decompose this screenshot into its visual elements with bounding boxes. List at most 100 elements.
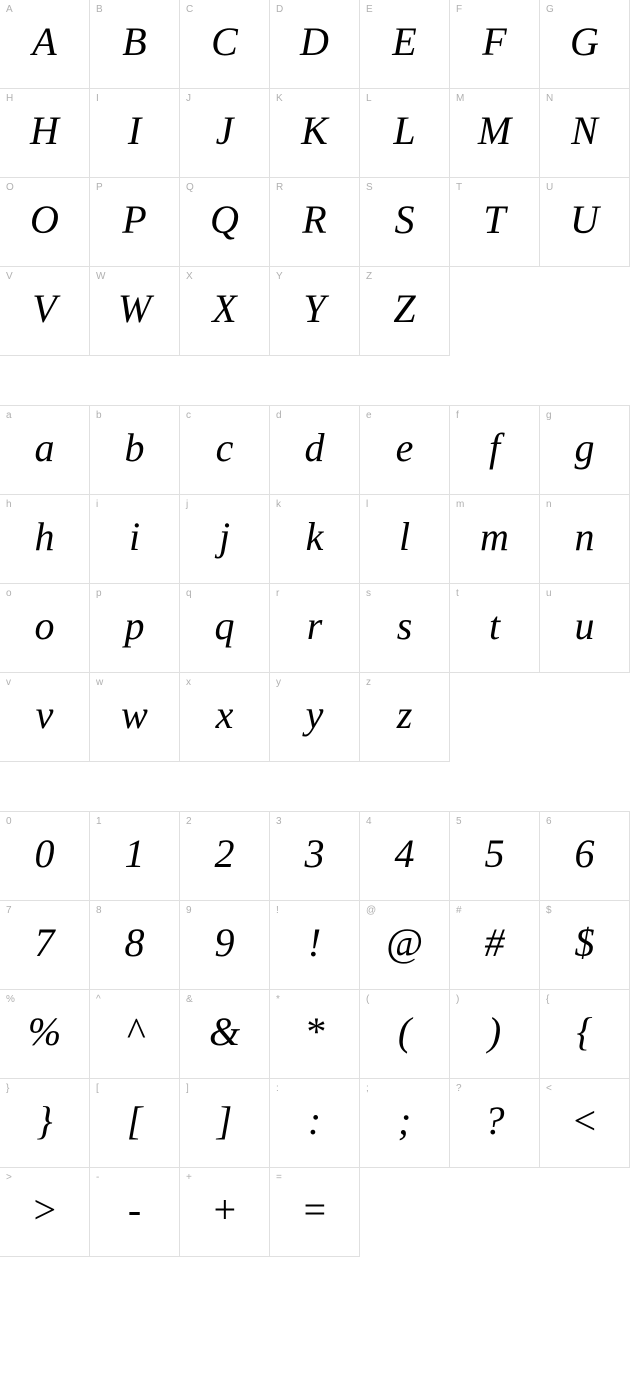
glyph-cell: 88 (89, 900, 180, 990)
glyph-cell-label: = (276, 1172, 282, 1183)
glyph-cell-label: ( (366, 994, 369, 1005)
glyph-cell: PP (89, 177, 180, 267)
glyph-cell-label: w (96, 677, 103, 688)
glyph-cell-label: ; (366, 1083, 369, 1094)
glyph-cell-label: A (6, 4, 13, 15)
glyph-cell-label: $ (546, 905, 552, 916)
glyph-cell: 99 (179, 900, 270, 990)
glyph-cell-glyph: F (482, 18, 506, 65)
glyph-cell-glyph: 0 (35, 830, 55, 877)
glyph-cell: TT (449, 177, 540, 267)
glyph-cell: JJ (179, 88, 270, 178)
glyph-cell-label: H (6, 93, 13, 104)
glyph-cell: DD (269, 0, 360, 89)
glyph-cell: ?? (449, 1078, 540, 1168)
glyph-cell-glyph: 1 (125, 830, 145, 877)
glyph-cell: [[ (89, 1078, 180, 1168)
glyph-grid-symbols: 00112233445566778899!!@@##$$%%^^&&**(())… (0, 812, 640, 1257)
glyph-cell-label: e (366, 410, 372, 421)
glyph-cell: bb (89, 405, 180, 495)
glyph-cell-label: 6 (546, 816, 552, 827)
glyph-cell-glyph: ) (488, 1008, 501, 1055)
glyph-cell: {{ (539, 989, 630, 1079)
glyph-cell-label: h (6, 499, 12, 510)
glyph-cell-label: j (186, 499, 188, 510)
glyph-cell: kk (269, 494, 360, 584)
glyph-cell-glyph: X (212, 285, 236, 332)
glyph-cell-glyph: W (118, 285, 151, 332)
glyph-cell-glyph: ( (398, 1008, 411, 1055)
glyph-cell-label: P (96, 182, 103, 193)
glyph-cell: nn (539, 494, 630, 584)
glyph-cell-glyph: O (30, 196, 59, 243)
glyph-cell-label: > (6, 1172, 12, 1183)
glyph-cell: }} (0, 1078, 90, 1168)
glyph-cell-label: o (6, 588, 12, 599)
glyph-cell-glyph: o (35, 602, 55, 649)
glyph-cell-label: N (546, 93, 553, 104)
glyph-cell-glyph: C (211, 18, 238, 65)
glyph-cell: >> (0, 1167, 90, 1257)
glyph-cell-glyph: G (570, 18, 599, 65)
glyph-cell: vv (0, 672, 90, 762)
glyph-cell: QQ (179, 177, 270, 267)
glyph-cell-label: c (186, 410, 191, 421)
glyph-cell-label: 4 (366, 816, 372, 827)
glyph-cell: 66 (539, 811, 630, 901)
glyph-cell-label: ] (186, 1083, 189, 1094)
glyph-cell: mm (449, 494, 540, 584)
glyph-cell-glyph: Q (210, 196, 239, 243)
glyph-cell-glyph: p (125, 602, 145, 649)
glyph-cell: GG (539, 0, 630, 89)
glyph-cell: KK (269, 88, 360, 178)
glyph-cell-label: 1 (96, 816, 102, 827)
glyph-cell-glyph: N (571, 107, 598, 154)
glyph-cell-label: S (366, 182, 373, 193)
glyph-cell-label: % (6, 994, 15, 1005)
glyph-cell-label: + (186, 1172, 192, 1183)
glyph-cell: FF (449, 0, 540, 89)
glyph-cell: EE (359, 0, 450, 89)
glyph-cell-label: X (186, 271, 193, 282)
glyph-cell-label: ) (456, 994, 459, 1005)
glyph-cell: SS (359, 177, 450, 267)
glyph-cell-glyph: 6 (575, 830, 595, 877)
glyph-cell-glyph: e (396, 424, 414, 471)
glyph-cell: !! (269, 900, 360, 990)
glyph-cell-glyph: l (399, 513, 410, 560)
glyph-cell-glyph: s (397, 602, 413, 649)
glyph-cell: (( (359, 989, 450, 1079)
glyph-cell: AA (0, 0, 90, 89)
glyph-cell-glyph: ? (485, 1097, 505, 1144)
glyph-cell: ll (359, 494, 450, 584)
glyph-cell-glyph: @ (386, 919, 423, 966)
glyph-cell: -- (89, 1167, 180, 1257)
glyph-cell: UU (539, 177, 630, 267)
glyph-cell: ^^ (89, 989, 180, 1079)
glyph-cell-label: Z (366, 271, 372, 282)
glyph-cell: ff (449, 405, 540, 495)
glyph-cell-label: p (96, 588, 102, 599)
glyph-cell-label: * (276, 994, 280, 1005)
glyph-grid-uppercase: AABBCCDDEEFFGGHHIIJJKKLLMMNNOOPPQQRRSSTT… (0, 0, 640, 356)
glyph-cell-label: & (186, 994, 193, 1005)
glyph-cell-glyph: r (307, 602, 323, 649)
glyph-cell-label: U (546, 182, 553, 193)
glyph-cell-glyph: D (300, 18, 329, 65)
glyph-cell: jj (179, 494, 270, 584)
glyph-cell-glyph: 2 (215, 830, 235, 877)
glyph-cell-glyph: m (480, 513, 509, 560)
glyph-cell-glyph: z (397, 691, 413, 738)
glyph-cell-label: B (96, 4, 103, 15)
glyph-cell-glyph: % (28, 1008, 61, 1055)
glyph-cell-glyph: I (128, 107, 141, 154)
glyph-cell: pp (89, 583, 180, 673)
glyph-cell-glyph: y (306, 691, 324, 738)
glyph-cell: oo (0, 583, 90, 673)
glyph-cell: RR (269, 177, 360, 267)
glyph-cell: ss (359, 583, 450, 673)
glyph-cell: OO (0, 177, 90, 267)
glyph-cell-glyph: } (37, 1097, 53, 1144)
glyph-cell: BB (89, 0, 180, 89)
glyph-cell: LL (359, 88, 450, 178)
